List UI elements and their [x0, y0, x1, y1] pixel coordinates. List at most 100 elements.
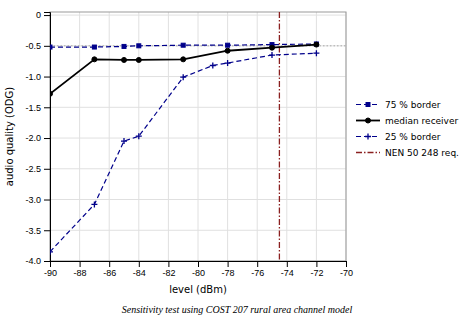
- x-tick-label: -90: [44, 268, 57, 278]
- y-tick-mark: [44, 15, 50, 16]
- y-tick: -0.5: [25, 41, 50, 51]
- legend-marker: [366, 118, 371, 123]
- marker-group: [210, 62, 216, 68]
- x-tick: -78: [222, 261, 235, 278]
- marker: [313, 50, 319, 56]
- marker: [226, 43, 230, 47]
- marker: [225, 60, 231, 66]
- x-tick: -86: [103, 261, 116, 278]
- x-tick-mark: [198, 261, 199, 267]
- grid-line-x: [316, 12, 317, 261]
- y-tick-mark: [44, 107, 50, 108]
- marker-group: [225, 48, 230, 53]
- plot: -90-88-86-84-82-80-78-76-74-72-700-0.5-1…: [25, 10, 353, 278]
- y-tick-label: -0.5: [25, 41, 41, 51]
- y-tick-label: -1.5: [25, 103, 41, 113]
- y-tick: -3.0: [25, 195, 50, 205]
- grid-line-y: [50, 76, 346, 77]
- x-axis-line: [51, 262, 347, 268]
- marker-group: [225, 60, 231, 66]
- x-tick: -82: [162, 261, 175, 278]
- marker: [180, 74, 186, 80]
- marker-group: [122, 44, 126, 48]
- x-tick-mark: [346, 261, 347, 267]
- grid-line-y: [50, 138, 346, 139]
- marker-group: [180, 74, 186, 80]
- y-tick: -2.5: [25, 164, 50, 174]
- legend-label: 75 % border: [385, 100, 441, 110]
- legend-marker-group: [366, 118, 371, 123]
- grid-line-x: [109, 12, 110, 261]
- x-tick-mark: [168, 261, 169, 267]
- x-tick-mark: [109, 261, 110, 267]
- y-tick-mark: [44, 200, 50, 201]
- y-tick-label: -1.0: [25, 72, 41, 82]
- y-tick-label: -2.5: [25, 164, 41, 174]
- y-tick: -1.5: [25, 103, 50, 113]
- grid-line-x: [198, 12, 199, 261]
- marker: [314, 42, 319, 47]
- y-tick-label: -2.0: [25, 133, 41, 143]
- marker: [122, 57, 127, 62]
- legend-marker-group: [366, 103, 370, 107]
- legend-marker: [365, 134, 371, 140]
- y-tick-label: 0: [36, 10, 41, 20]
- plot-frame: [50, 12, 346, 261]
- legend-marker: [366, 103, 370, 107]
- x-tick-mark: [316, 261, 317, 267]
- subtitle: Sensitivity test using COST 207 rural ar…: [122, 304, 353, 315]
- marker-group: [50, 249, 53, 255]
- x-tick-mark: [139, 261, 140, 267]
- marker: [269, 52, 275, 58]
- marker-group: [137, 44, 141, 48]
- x-tick-mark: [80, 261, 81, 267]
- x-tick: -80: [192, 261, 205, 278]
- y-axis-line: [44, 13, 51, 262]
- x-tick-label: -88: [74, 268, 87, 278]
- y-tick-mark: [44, 77, 50, 78]
- marker: [122, 44, 126, 48]
- marker-group: [122, 57, 127, 62]
- marker-group: [92, 57, 97, 62]
- y-tick: -4.0: [25, 256, 50, 266]
- y-tick-mark: [44, 230, 50, 231]
- y-tick-mark: [44, 169, 50, 170]
- marker: [181, 57, 186, 62]
- marker-group: [50, 45, 52, 49]
- chart: -90-88-86-84-82-80-78-76-74-72-700-0.5-1…: [0, 0, 474, 321]
- legend-entry: 25 % border: [356, 132, 441, 142]
- y-tick-label: -3.5: [25, 226, 41, 236]
- legend-label: 25 % border: [385, 132, 441, 142]
- y-tick-mark: [44, 261, 50, 262]
- y-axis: 0 -0.5 -1.0 -1.5 -2.0 -2.5 -3.0 -3.5 -4.0: [25, 10, 50, 266]
- x-tick-label: -78: [222, 268, 235, 278]
- x-tick-mark: [287, 261, 288, 267]
- marker: [270, 45, 275, 50]
- x-tick-mark: [257, 261, 258, 267]
- legend-label: NEN 50 248 req.: [385, 148, 459, 158]
- grid-line-y: [50, 230, 346, 231]
- x-tick: -74: [281, 261, 294, 278]
- marker-group: [226, 43, 230, 47]
- x-tick: -72: [310, 261, 323, 278]
- legend-swatch: [356, 152, 380, 153]
- grid-line-x: [79, 12, 80, 261]
- y-tick-label: -4.0: [25, 256, 41, 266]
- grid-line-x: [168, 12, 169, 261]
- legend-entry: median receiver: [356, 116, 458, 126]
- legend: 75 % border median receiver 25 % border NEN…: [356, 100, 459, 158]
- data: [50, 12, 346, 261]
- marker: [136, 133, 142, 139]
- series-line: [50, 53, 316, 252]
- marker-group: [136, 57, 141, 62]
- x-axis: -90-88-86-84-82-80-78-76-74-72-70: [44, 261, 353, 278]
- x-tick: -90: [44, 261, 57, 278]
- marker: [50, 249, 53, 255]
- x-tick-label: -84: [133, 268, 146, 278]
- y-tick: 0: [36, 10, 50, 20]
- x-tick-label: -76: [251, 268, 264, 278]
- y-axis-title: audio quality (ODG): [4, 87, 15, 186]
- marker: [181, 43, 185, 47]
- marker: [136, 57, 141, 62]
- x-tick-label: -72: [310, 268, 323, 278]
